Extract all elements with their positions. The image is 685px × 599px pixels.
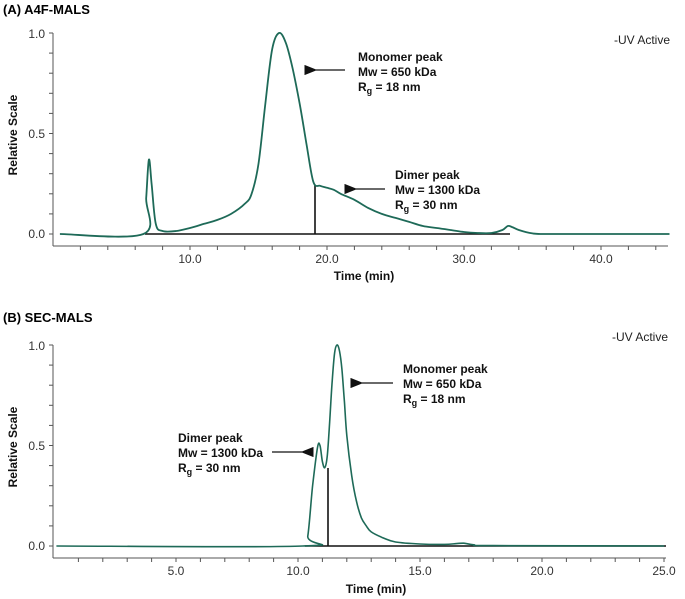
y-tick-label: 1.0	[28, 27, 45, 41]
panel-a-title: (A) A4F-MALS	[3, 2, 90, 17]
monomer-rg: Rg = 18 nm	[403, 392, 466, 408]
panel-a-trace	[59, 32, 670, 238]
panel-a-dimer-annotation: Dimer peak Mw = 1300 kDa Rg = 30 nm	[344, 168, 480, 214]
monomer-mw: Mw = 650 kDa	[358, 65, 437, 79]
panel-a-x-label: Time (min)	[334, 269, 394, 283]
dimer-label: Dimer peak	[395, 168, 460, 182]
x-tick-label: 10.0	[178, 252, 202, 266]
x-tick-label: 10.0	[286, 564, 310, 578]
y-tick-label: 0.5	[28, 127, 45, 141]
panel-a: (A) A4F-MALS -UV Active 1.0 0.5 0.0 Rela…	[3, 2, 670, 283]
panel-b-trace	[56, 344, 665, 548]
dimer-rg: Rg = 30 nm	[395, 198, 458, 214]
x-tick-label: 20.0	[530, 564, 554, 578]
x-tick-label: 25.0	[652, 564, 676, 578]
panel-a-y-label: Relative Scale	[6, 94, 20, 175]
panel-b-legend: -UV Active	[612, 330, 668, 344]
monomer-mw: Mw = 650 kDa	[403, 377, 482, 391]
x-tick-label: 40.0	[589, 252, 613, 266]
monomer-label: Monomer peak	[403, 362, 488, 376]
panel-b-monomer-annotation: Monomer peak Mw = 650 kDa Rg = 18 nm	[350, 362, 488, 408]
monomer-label: Monomer peak	[358, 50, 443, 64]
x-tick-label: 15.0	[408, 564, 432, 578]
panel-b-x-axis: 5.0 10.0 15.0 20.0 25.0 Time (min)	[53, 557, 676, 596]
panel-a-x-axis: 10.0 20.0 30.0 40.0 Time (min)	[53, 245, 668, 283]
x-tick-label: 20.0	[315, 252, 339, 266]
y-tick-label: 1.0	[28, 339, 45, 353]
panel-a-legend: -UV Active	[614, 33, 670, 47]
panel-b-dimer-annotation: Dimer peak Mw = 1300 kDa Rg = 30 nm	[178, 431, 314, 477]
panel-b-title: (B) SEC-MALS	[3, 310, 93, 325]
dimer-rg: Rg = 30 nm	[178, 461, 241, 477]
y-tick-label: 0.0	[28, 539, 45, 553]
panel-b-y-axis: 1.0 0.5 0.0 Relative Scale	[6, 339, 54, 558]
panel-b-y-label: Relative Scale	[6, 406, 20, 487]
monomer-rg: Rg = 18 nm	[358, 80, 421, 96]
dimer-mw: Mw = 1300 kDa	[178, 446, 263, 460]
x-tick-label: 5.0	[168, 564, 185, 578]
panel-a-monomer-annotation: Monomer peak Mw = 650 kDa Rg = 18 nm	[304, 50, 443, 96]
dimer-mw: Mw = 1300 kDa	[395, 183, 480, 197]
dimer-label: Dimer peak	[178, 431, 243, 445]
y-tick-label: 0.5	[28, 439, 45, 453]
panel-b-x-label: Time (min)	[346, 582, 406, 596]
panel-b: (B) SEC-MALS -UV Active 1.0 0.5 0.0 Rela…	[3, 310, 676, 596]
x-tick-label: 30.0	[452, 252, 476, 266]
y-tick-label: 0.0	[28, 227, 45, 241]
panel-a-y-axis: 1.0 0.5 0.0 Relative Scale	[6, 27, 54, 246]
